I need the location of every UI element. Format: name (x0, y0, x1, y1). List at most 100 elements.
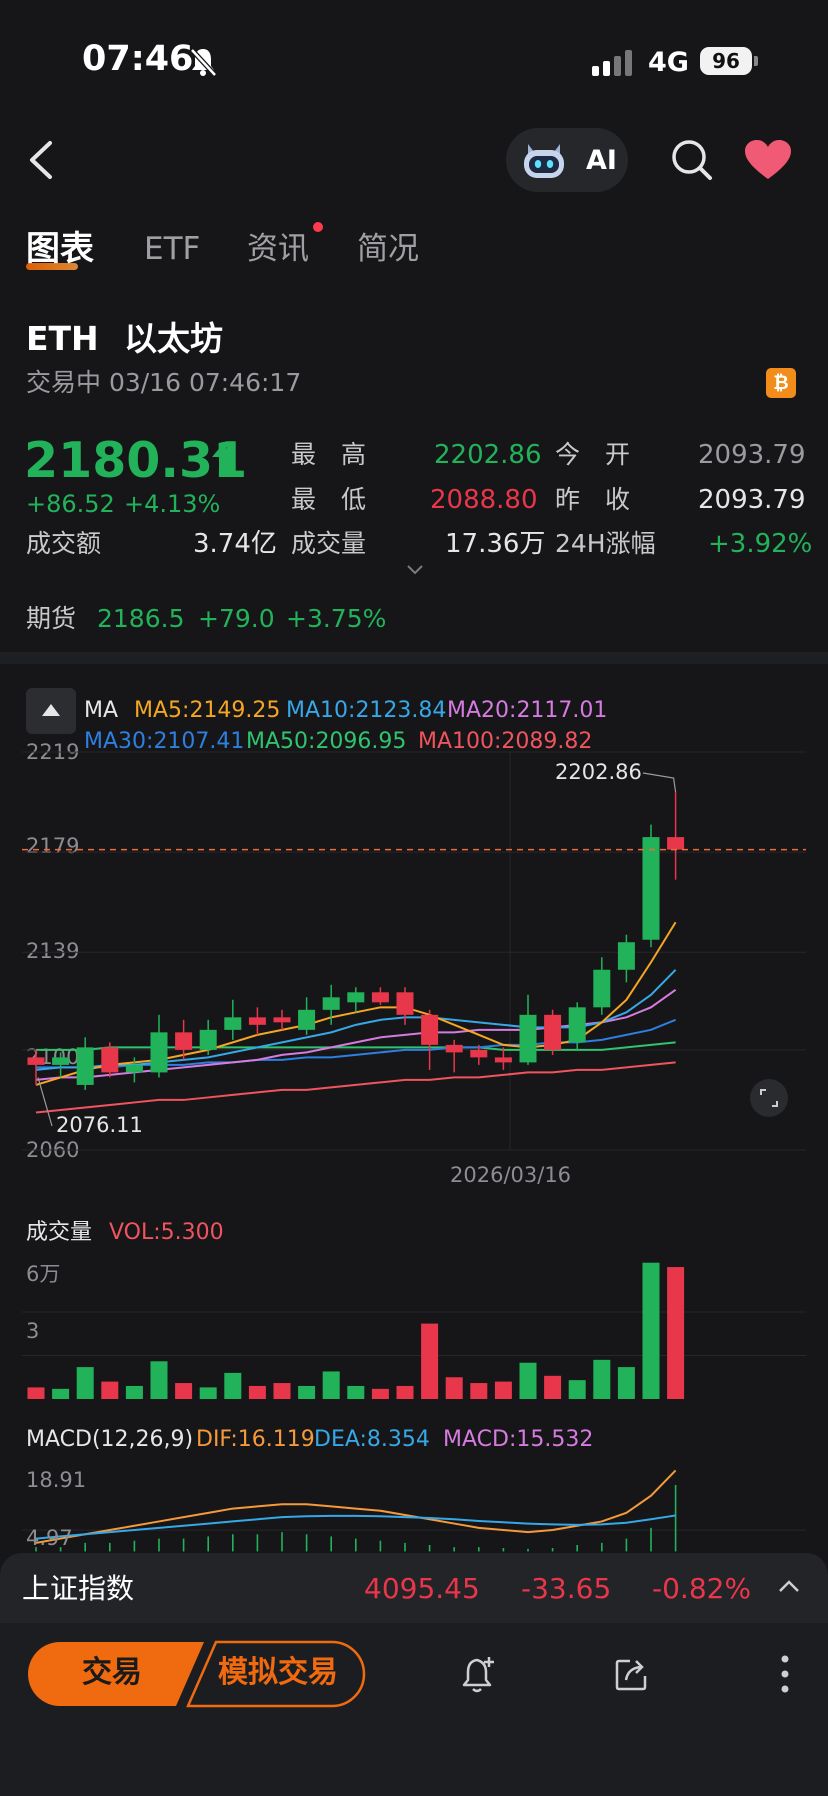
trading-status-line: 交易中 03/16 07:46:17 (26, 368, 302, 397)
price-alert-bell-icon[interactable] (460, 1654, 498, 1694)
candle-body (667, 837, 685, 850)
candle-body (199, 1029, 217, 1050)
chevron-up-icon[interactable] (778, 1579, 800, 1593)
candle-body (544, 1014, 562, 1050)
asset-name: 以太坊 (124, 319, 223, 358)
section-divider (0, 652, 828, 664)
low-annotation: 2076.11 (56, 1113, 143, 1137)
back-arrow-icon[interactable] (26, 140, 56, 180)
candle-body (298, 1009, 316, 1030)
volume-bar (617, 1367, 635, 1399)
macd-dif-label: DIF:16.119 (196, 1427, 315, 1452)
volume-bar (175, 1383, 193, 1399)
candle-body (27, 1057, 45, 1065)
volume-bar (347, 1385, 365, 1399)
battery-tip (754, 56, 758, 66)
candle-body (617, 942, 635, 970)
tab-etf[interactable]: ETF (144, 231, 201, 267)
index-name: 上证指数 (22, 1572, 135, 1605)
volume-value: 17.36万 (445, 529, 546, 559)
volume-bar (125, 1385, 143, 1399)
open-label: 今 开 (555, 440, 631, 469)
high-leader-line (642, 772, 677, 793)
high-value: 2202.86 (434, 440, 542, 470)
price-change-pct: +4.13% (124, 490, 221, 518)
ai-assistant-button[interactable]: AI (506, 128, 628, 192)
candle-body (248, 1017, 266, 1025)
volume-axis-label: 3 (26, 1319, 40, 1343)
prev-close-value: 2093.79 (698, 485, 806, 515)
volume-panel-vol: VOL:5.300 (109, 1220, 224, 1245)
macd-panel-title: MACD(12,26,9) (26, 1427, 194, 1452)
candle-body (593, 969, 611, 1008)
candle-body (494, 1057, 512, 1063)
high-label: 最 高 (291, 440, 367, 469)
network-label: 4G (648, 47, 689, 78)
fullscreen-icon (760, 1089, 778, 1107)
ma-toggle-button[interactable] (26, 688, 76, 734)
index-ticker-bar[interactable]: 上证指数 4095.45 -33.65 -0.82% (0, 1553, 828, 1623)
volume-bar (322, 1371, 340, 1399)
battery-indicator: 96 (700, 47, 752, 75)
candle-body (125, 1064, 143, 1073)
tab-chart[interactable]: 图表 (26, 229, 94, 269)
trade-button[interactable]: 交易 (82, 1655, 142, 1690)
volume-bar (150, 1361, 168, 1399)
volume-bar (52, 1388, 70, 1399)
date-axis-label: 2026/03/16 (450, 1163, 572, 1187)
simulated-trade-button[interactable]: 模拟交易 (218, 1655, 338, 1690)
low-value: 2088.80 (430, 485, 538, 515)
tab-overview[interactable]: 简况 (357, 231, 419, 267)
high-annotation: 2202.86 (555, 760, 642, 784)
ai-label: AI (586, 145, 617, 176)
ma5-legend: MA5:2149.25 (134, 698, 281, 723)
expand-stats-chevron-icon[interactable] (406, 564, 424, 576)
price-chart[interactable] (0, 0, 828, 1553)
macd-axis-label: 4.97 (26, 1526, 73, 1550)
trade-button-group (28, 1640, 366, 1708)
ma100-line (35, 1061, 676, 1114)
candle-body (101, 1047, 119, 1073)
candle-body (642, 837, 660, 940)
index-value: 4095.45 (364, 1572, 480, 1605)
candle-body (421, 1014, 439, 1045)
coin-badge-icon: ₿ (766, 368, 796, 398)
search-icon[interactable] (670, 138, 714, 182)
macd-dea-line (35, 1514, 676, 1540)
asset-symbol: ETH (26, 319, 99, 358)
ma100-legend: MA100:2089.82 (418, 729, 593, 754)
volume-bar (396, 1385, 414, 1399)
index-change-pct: -0.82% (652, 1572, 752, 1605)
volume-bar (371, 1388, 389, 1399)
volume-bar (642, 1262, 660, 1399)
tab-news[interactable]: 资讯 (247, 231, 309, 267)
caret-up-icon (42, 704, 60, 716)
signal-icon (592, 50, 632, 76)
volume-label: 成交量 (291, 529, 367, 558)
futures-change-pct: +3.75% (286, 604, 387, 633)
volume-bar (199, 1387, 217, 1399)
candle-body (519, 1014, 537, 1063)
candle-body (273, 1017, 291, 1023)
favorite-heart-icon[interactable] (744, 139, 792, 181)
change-24h-value: +3.92% (708, 529, 813, 559)
share-icon[interactable] (614, 1656, 650, 1692)
ma50-legend: MA50:2096.95 (246, 729, 407, 754)
candle-body (347, 992, 365, 1003)
candle-body (322, 997, 340, 1010)
futures-change: +79.0 (198, 604, 275, 633)
low-leader-line (37, 1077, 53, 1127)
volume-bar (248, 1385, 266, 1399)
amount-value: 3.74亿 (193, 529, 277, 559)
price-axis-label: 2139 (26, 939, 80, 963)
candle-body (470, 1049, 488, 1058)
more-vertical-icon[interactable] (780, 1654, 790, 1694)
candle-body (396, 992, 414, 1015)
price-change: +86.52 (26, 490, 115, 518)
change-24h-label: 24H涨幅 (555, 529, 656, 558)
fullscreen-button[interactable] (750, 1079, 788, 1117)
volume-bar (568, 1380, 586, 1399)
last-price: 2180.31 (24, 432, 248, 489)
volume-bar (76, 1367, 94, 1399)
candle-body (224, 1017, 242, 1030)
